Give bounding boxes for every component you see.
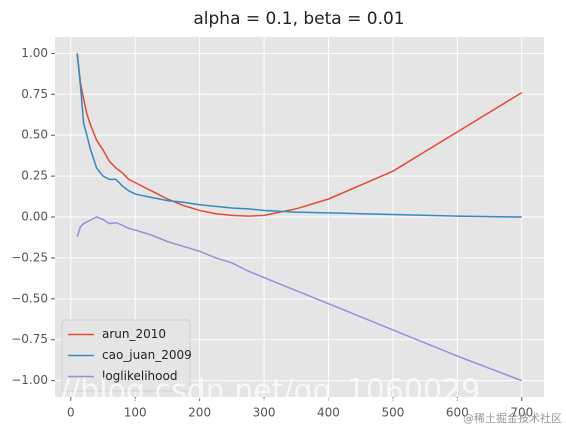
x-tick-label: 0 (67, 406, 75, 420)
x-tick-label: 100 (124, 406, 147, 420)
y-tick-label: −0.25 (11, 250, 48, 264)
series-line (76, 216, 523, 382)
y-tick-label: −0.75 (11, 332, 48, 346)
legend-label: loglikelihood (102, 369, 177, 383)
x-tick-label: 300 (253, 406, 276, 420)
legend-label: arun_2010 (102, 327, 166, 341)
y-tick-label: 0.25 (21, 169, 48, 183)
y-tick-label: −0.50 (11, 291, 48, 305)
y-tick-label: 1.00 (21, 46, 48, 60)
legend-box (61, 319, 191, 392)
x-tick-label: 400 (317, 406, 340, 420)
chart-title: alpha = 0.1, beta = 0.01 (193, 9, 404, 29)
legend-label: cao_juan_2009 (102, 348, 192, 362)
y-tick-label: 0.75 (21, 87, 48, 101)
x-tick-label: 600 (446, 406, 469, 420)
watermark: //blog.csdn.net/qq_1060029 (60, 374, 480, 409)
x-tick-label: 200 (188, 406, 211, 420)
y-tick-label: 0.00 (21, 210, 48, 224)
y-tick-label: 0.50 (21, 128, 48, 142)
watermark: @稀土掘金技术社区 (463, 411, 562, 425)
x-tick-label: 500 (381, 406, 404, 420)
y-tick-label: −1.00 (11, 373, 48, 387)
series-line (76, 53, 523, 217)
x-tick-label: 700 (510, 406, 533, 420)
series-line (76, 53, 522, 218)
